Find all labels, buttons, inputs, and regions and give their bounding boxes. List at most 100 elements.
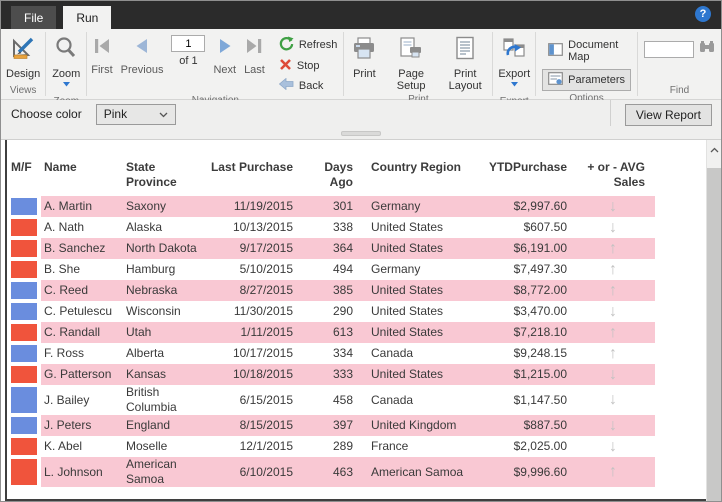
trend-cell: ↓ <box>571 364 655 385</box>
parameters-button[interactable]: Parameters <box>542 69 631 91</box>
gender-cell <box>7 415 41 436</box>
gender-color-bar <box>11 459 37 485</box>
header-country: Country Region <box>371 160 461 174</box>
next-page-button[interactable]: Next <box>209 31 240 76</box>
trend-down-icon: ↓ <box>609 391 617 408</box>
export-button[interactable]: Export <box>493 31 535 94</box>
header-days-ago: Days Ago <box>324 160 353 189</box>
design-label: Design <box>6 68 41 80</box>
back-button[interactable]: Back <box>278 77 338 93</box>
last-purchase-cell: 8/15/2015 <box>207 415 299 436</box>
print-label: Print <box>353 68 376 80</box>
trend-cell: ↓ <box>571 217 655 238</box>
export-dropdown-caret-icon[interactable] <box>510 82 518 94</box>
gender-color-bar <box>11 219 37 236</box>
country-cell: France <box>371 439 409 453</box>
view-report-button[interactable]: View Report <box>624 104 712 126</box>
days-ago-cell: 397 <box>299 415 361 436</box>
gender-cell <box>7 259 41 280</box>
state-cell: Alberta <box>126 346 165 360</box>
gender-cell <box>7 238 41 259</box>
gender-cell <box>7 301 41 322</box>
trend-down-icon: ↓ <box>609 365 617 383</box>
header-name: Name <box>44 160 77 174</box>
state-cell: Kansas <box>126 364 207 385</box>
name-cell: J. Peters <box>41 415 126 436</box>
trend-up-icon: ↑ <box>609 281 617 299</box>
table-row: B. She Hamburg 5/10/2015 494 Germany $7,… <box>7 259 706 280</box>
stop-button[interactable]: Stop <box>279 58 338 74</box>
state-cell: Wisconsin <box>126 304 181 318</box>
trend-cell: ↓ <box>571 385 655 415</box>
next-label: Next <box>213 64 237 76</box>
last-purchase-cell: 10/13/2015 <box>232 220 293 234</box>
header-ytd: YTDPurchase <box>488 160 567 174</box>
gender-color-bar <box>11 261 37 278</box>
help-icon[interactable]: ? <box>695 6 711 22</box>
name-cell: C. Reed <box>41 280 126 301</box>
trend-up-icon: ↑ <box>609 463 617 480</box>
gender-color-bar <box>11 282 37 299</box>
days-ago-cell: 333 <box>299 364 361 385</box>
refresh-button[interactable]: Refresh <box>279 36 337 54</box>
page-number-input[interactable] <box>171 35 206 52</box>
state-cell: Moselle <box>126 439 168 453</box>
gender-color-bar <box>11 417 37 434</box>
scrollbar[interactable] <box>706 140 721 501</box>
print-layout-icon <box>452 35 478 68</box>
print-button[interactable]: Print <box>344 31 384 80</box>
splitter-handle[interactable] <box>341 131 381 136</box>
name-cell: J. Bailey <box>44 392 90 407</box>
ribbon-group-navigation: First Previous of 1 Next <box>87 29 343 106</box>
binoculars-icon[interactable] <box>699 40 715 58</box>
first-page-button[interactable]: First <box>87 31 116 76</box>
days-ago-cell: 463 <box>299 457 361 487</box>
chevron-up-icon <box>710 140 719 158</box>
zoom-button[interactable]: Zoom <box>46 31 86 94</box>
last-page-button[interactable]: Last <box>240 31 269 76</box>
last-purchase-cell: 5/10/2015 <box>239 262 293 276</box>
print-icon <box>351 35 377 68</box>
gender-cell <box>7 457 41 487</box>
table-header: M/F Name State Province Last Purchase Da… <box>7 160 706 196</box>
file-tab[interactable]: File <box>11 6 57 29</box>
document-map-icon <box>548 43 564 59</box>
country-cell: United States <box>361 322 477 343</box>
run-tab[interactable]: Run <box>63 6 112 29</box>
stop-label: Stop <box>296 60 320 72</box>
last-purchase-cell: 11/30/2015 <box>233 304 293 318</box>
table-row: J. Peters England 8/15/2015 397 United K… <box>7 415 706 436</box>
trend-cell: ↓ <box>571 196 655 217</box>
page-setup-button[interactable]: Page Setup <box>384 31 438 92</box>
title-bar: File Run ? <box>1 1 721 29</box>
country-cell: United States <box>361 280 477 301</box>
last-purchase-cell: 1/11/2015 <box>207 322 299 343</box>
scroll-up-button[interactable] <box>707 140 721 157</box>
state-cell: Hamburg <box>126 262 176 276</box>
state-cell: Saxony <box>126 196 207 217</box>
document-map-label: Document Map <box>568 39 619 63</box>
scroll-track[interactable] <box>707 168 721 501</box>
header-avg-sales: + or - AVG Sales <box>587 160 645 189</box>
table-row: C. Randall Utah 1/11/2015 613 United Sta… <box>7 322 706 343</box>
group-separator <box>45 32 47 96</box>
ribbon-group-zoom: Zoom Zoom <box>46 29 86 107</box>
previous-page-button[interactable]: Previous <box>117 31 168 76</box>
zoom-icon <box>53 35 79 68</box>
ytd-cell: $887.50 <box>477 415 571 436</box>
find-input[interactable] <box>644 40 694 58</box>
document-map-button[interactable]: Document Map <box>542 36 631 66</box>
days-ago-cell: 364 <box>299 238 361 259</box>
gender-color-bar <box>11 198 37 215</box>
last-purchase-cell: 10/18/2015 <box>207 364 299 385</box>
scroll-thumb[interactable] <box>707 168 721 501</box>
stop-icon <box>279 58 292 74</box>
print-layout-button[interactable]: Print Layout <box>438 31 492 92</box>
ytd-cell: $6,191.00 <box>477 238 571 259</box>
ytd-cell: $2,997.60 <box>477 196 571 217</box>
design-button[interactable]: Design <box>1 31 45 80</box>
zoom-dropdown-caret-icon[interactable] <box>62 82 70 94</box>
color-select[interactable]: Pink <box>95 103 176 125</box>
table-row: B. Sanchez North Dakota 9/17/2015 364 Un… <box>7 238 706 259</box>
country-cell: Canada <box>371 392 414 407</box>
